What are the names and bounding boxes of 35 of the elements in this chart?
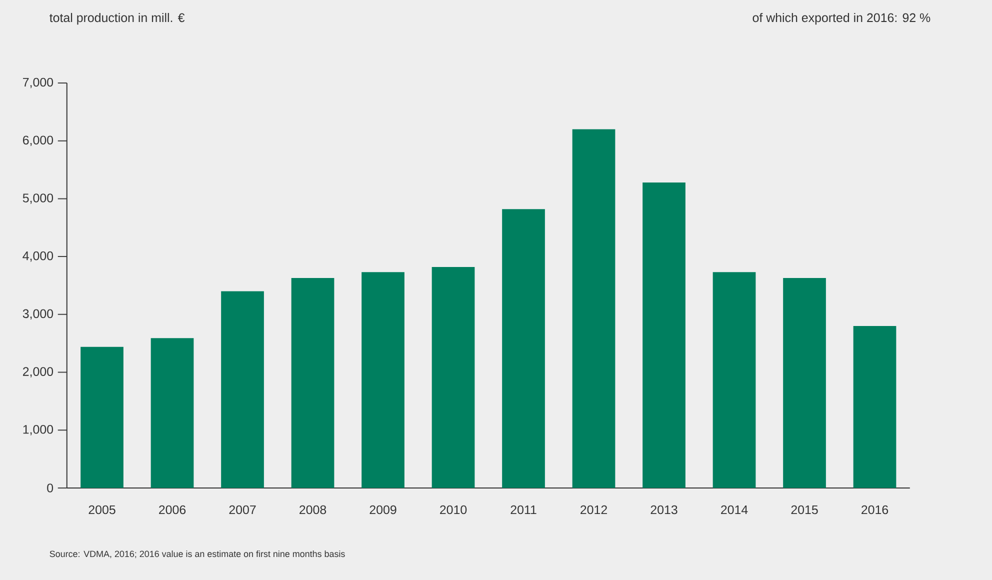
bar xyxy=(80,346,124,488)
y-tick-label: 0 xyxy=(47,484,54,492)
bar xyxy=(150,338,194,488)
y-tick-label: 6,000 xyxy=(22,136,54,146)
x-tick-label: 2009 xyxy=(370,505,396,514)
x-tick-label: 2008 xyxy=(300,505,326,514)
bar xyxy=(221,291,264,488)
x-tick-label: 2015 xyxy=(791,505,818,514)
x-tick-label: 2016 xyxy=(862,505,888,514)
y-tick-label: 1,000 xyxy=(23,424,54,436)
x-tick-label: 2010 xyxy=(440,505,467,514)
bar xyxy=(853,326,896,488)
y-tick-label: 3,000 xyxy=(22,309,54,320)
x-tick-label: 2013 xyxy=(650,505,678,514)
y-tick-label: 7,000 xyxy=(23,78,54,88)
x-tick-label: 2014 xyxy=(721,505,748,514)
x-tick-label: 2006 xyxy=(159,505,186,514)
x-tick-label: 2012 xyxy=(580,505,607,514)
bar xyxy=(432,266,475,488)
chart-subtitle: of which exported in 2016: 92 % xyxy=(752,12,930,25)
bar xyxy=(783,278,826,488)
x-tick-label: 2011 xyxy=(510,505,536,514)
y-axis-title: total production in mill. € xyxy=(50,12,185,25)
y-tick-label: 4,000 xyxy=(22,251,54,262)
bar xyxy=(712,272,756,488)
y-tick-label: 2,000 xyxy=(22,367,54,378)
bar xyxy=(572,129,616,488)
y-tick-label: 5,000 xyxy=(22,194,54,204)
bar xyxy=(642,182,686,488)
bar xyxy=(502,209,545,488)
x-tick-label: 2005 xyxy=(88,505,116,514)
bar xyxy=(291,278,334,488)
source-note: Source: VDMA, 2016; 2016 value is an estimate on first nine months basis xyxy=(50,550,345,558)
x-tick-label: 2007 xyxy=(229,505,256,514)
bar xyxy=(362,272,404,488)
